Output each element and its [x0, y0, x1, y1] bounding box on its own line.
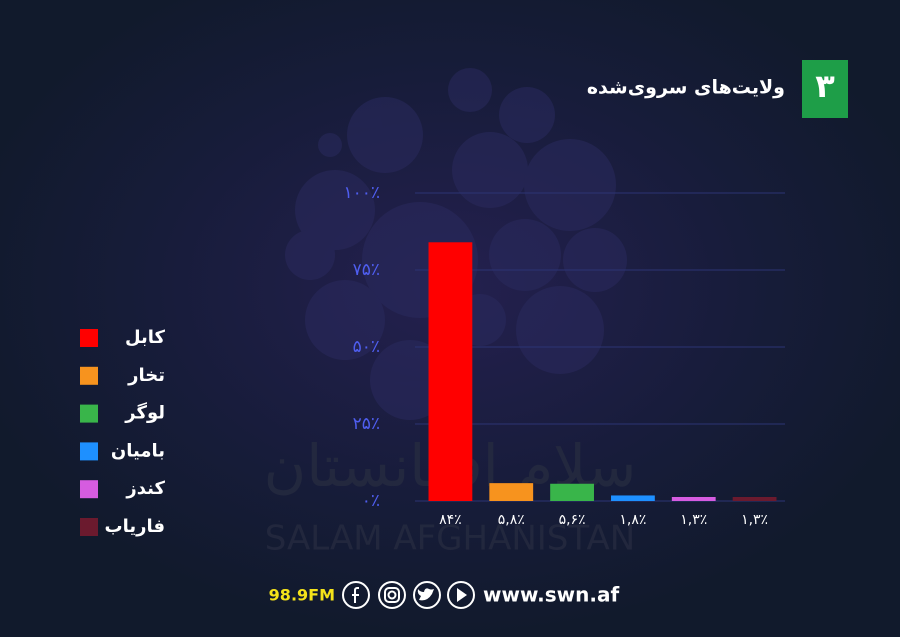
legend-swatch: [80, 442, 98, 461]
value-label: ۱,۳٪: [680, 512, 707, 528]
value-label: ۱,۳٪: [741, 512, 768, 528]
y-tick-label: ۰٪: [362, 491, 380, 511]
y-tick-label: ۵۰٪: [353, 337, 380, 357]
legend-label: بامیان: [111, 440, 165, 461]
y-tick-label: ۱۰۰٪: [343, 183, 380, 203]
decor-circles: [285, 68, 627, 420]
y-tick-label: ۷۵٪: [353, 260, 380, 280]
value-label: ۵,۸٪: [498, 512, 525, 528]
legend-label: لوگر: [124, 402, 165, 424]
value-label: ۸۴٪: [439, 512, 462, 528]
watermark: SALAM AFGHANISTAN: [265, 519, 635, 559]
legend-label: تخار: [127, 365, 165, 386]
value-label: ۱,۸٪: [619, 512, 646, 528]
badge-number: ۳: [815, 67, 835, 105]
legend-label: کندز: [125, 478, 165, 499]
chart-title: ولایت‌های سروی‌شده: [587, 77, 785, 99]
value-label: ۵,۶٪: [559, 512, 586, 528]
radio-frequency: 98.9FM: [269, 586, 335, 605]
badge: [802, 60, 848, 118]
bar: [550, 483, 594, 501]
legend-swatch: [80, 366, 98, 385]
social-icons: [342, 581, 475, 609]
legend-swatch: [80, 404, 98, 423]
legend-label: کابل: [125, 327, 166, 348]
legend-label: فاریاب: [104, 516, 165, 537]
legend-swatch: [80, 480, 98, 499]
website: www.swn.af: [483, 583, 619, 607]
bar: [671, 496, 716, 501]
bar: [732, 496, 777, 501]
bar: [611, 495, 655, 501]
bar: [489, 483, 534, 501]
y-tick-label: ۲۵٪: [353, 414, 380, 434]
bar: [428, 242, 473, 501]
legend-swatch: [80, 518, 98, 536]
legend-swatch: [80, 329, 98, 347]
